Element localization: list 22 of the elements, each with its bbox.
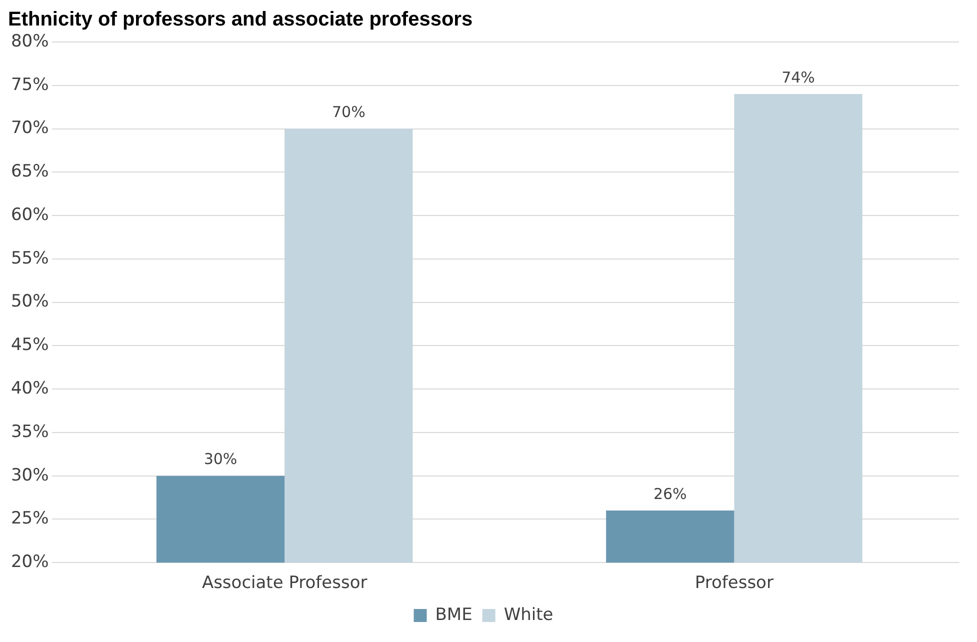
y-tick-label: 25%: [10, 508, 49, 529]
y-tick-label: 35%: [10, 422, 49, 442]
chart-title: Ethnicity of professors and associate professors: [8, 8, 473, 31]
y-tick-label: 75%: [10, 74, 49, 95]
y-tick-label: 55%: [10, 248, 49, 268]
x-tick-label: Professor: [694, 573, 774, 594]
y-tick-label: 40%: [10, 378, 49, 398]
data-label: 30%: [204, 450, 238, 468]
y-tick-label: 80%: [10, 31, 49, 52]
y-tick-label: 20%: [10, 552, 49, 572]
data-label: 26%: [653, 484, 687, 503]
y-tick-label: 50%: [10, 292, 49, 312]
y-tick-label: 60%: [10, 204, 49, 225]
y-tick-label: 70%: [10, 118, 49, 138]
y-tick-label: 30%: [10, 465, 49, 486]
legend-label: White: [504, 604, 554, 625]
data-label: 74%: [782, 68, 815, 86]
x-tick-label: Associate Professor: [202, 573, 368, 594]
y-tick-label: 45%: [10, 335, 49, 356]
legend-label: BME: [435, 604, 472, 625]
data-label: 70%: [332, 103, 366, 122]
y-tick-label: 65%: [10, 162, 49, 182]
